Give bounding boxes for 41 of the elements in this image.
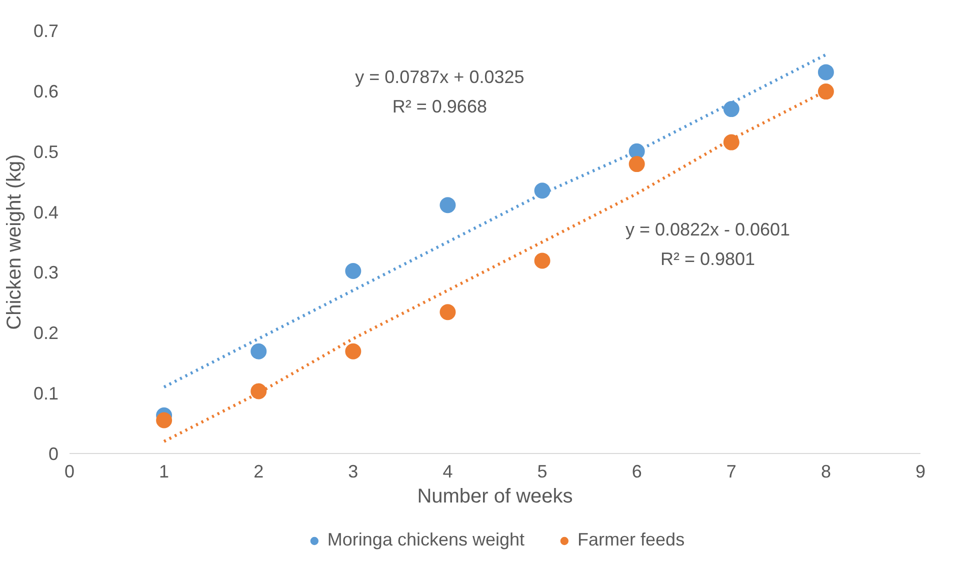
point <box>250 343 267 360</box>
y-tick-label: 0.2 <box>33 323 59 344</box>
y-tick-label: 0.1 <box>33 384 59 404</box>
y-tick-label: 0.3 <box>33 262 59 283</box>
point <box>534 252 550 269</box>
x-tick-label: 0 <box>64 462 75 482</box>
point <box>628 156 645 172</box>
x-tick-label: 6 <box>632 462 642 482</box>
point <box>440 197 456 214</box>
point <box>345 343 362 360</box>
legend-label: Moringa chickens weight <box>327 530 525 550</box>
annotation: y = 0.0787x + 0.0325 <box>355 67 524 88</box>
annotation: R² = 0.9668 <box>392 96 487 117</box>
point <box>723 101 740 118</box>
x-tick-label: 9 <box>915 462 926 482</box>
point <box>818 64 834 80</box>
point <box>440 304 456 320</box>
line-series <box>162 53 828 389</box>
x-tick-label: 5 <box>537 462 548 482</box>
y-tick-label: 0.4 <box>33 202 59 222</box>
x-tick-label: 2 <box>254 462 264 482</box>
point <box>345 263 362 279</box>
x-tick-label: 8 <box>820 462 831 482</box>
x-tick-label: 3 <box>348 462 358 482</box>
point <box>534 182 550 199</box>
point <box>156 412 172 428</box>
point <box>250 383 267 400</box>
legend-label: Farmer feeds <box>578 530 685 550</box>
x-axis-title: Number of weeks <box>417 486 573 508</box>
x-tick-label: 4 <box>442 462 453 482</box>
x-tick-label: 1 <box>159 462 170 482</box>
y-axis-title: Chicken weight (kg) <box>3 154 26 330</box>
x-tick-label: 7 <box>726 462 736 482</box>
y-tick-label: 0.5 <box>33 142 59 162</box>
point <box>818 84 834 100</box>
annotation: y = 0.0822x - 0.0601 <box>625 219 790 240</box>
y-tick-label: 0 <box>48 444 59 464</box>
y-tick-label: 0.6 <box>33 81 59 102</box>
point <box>723 134 740 150</box>
annotation: R² = 0.9801 <box>660 248 756 269</box>
y-tick-label: 0.7 <box>33 21 59 41</box>
